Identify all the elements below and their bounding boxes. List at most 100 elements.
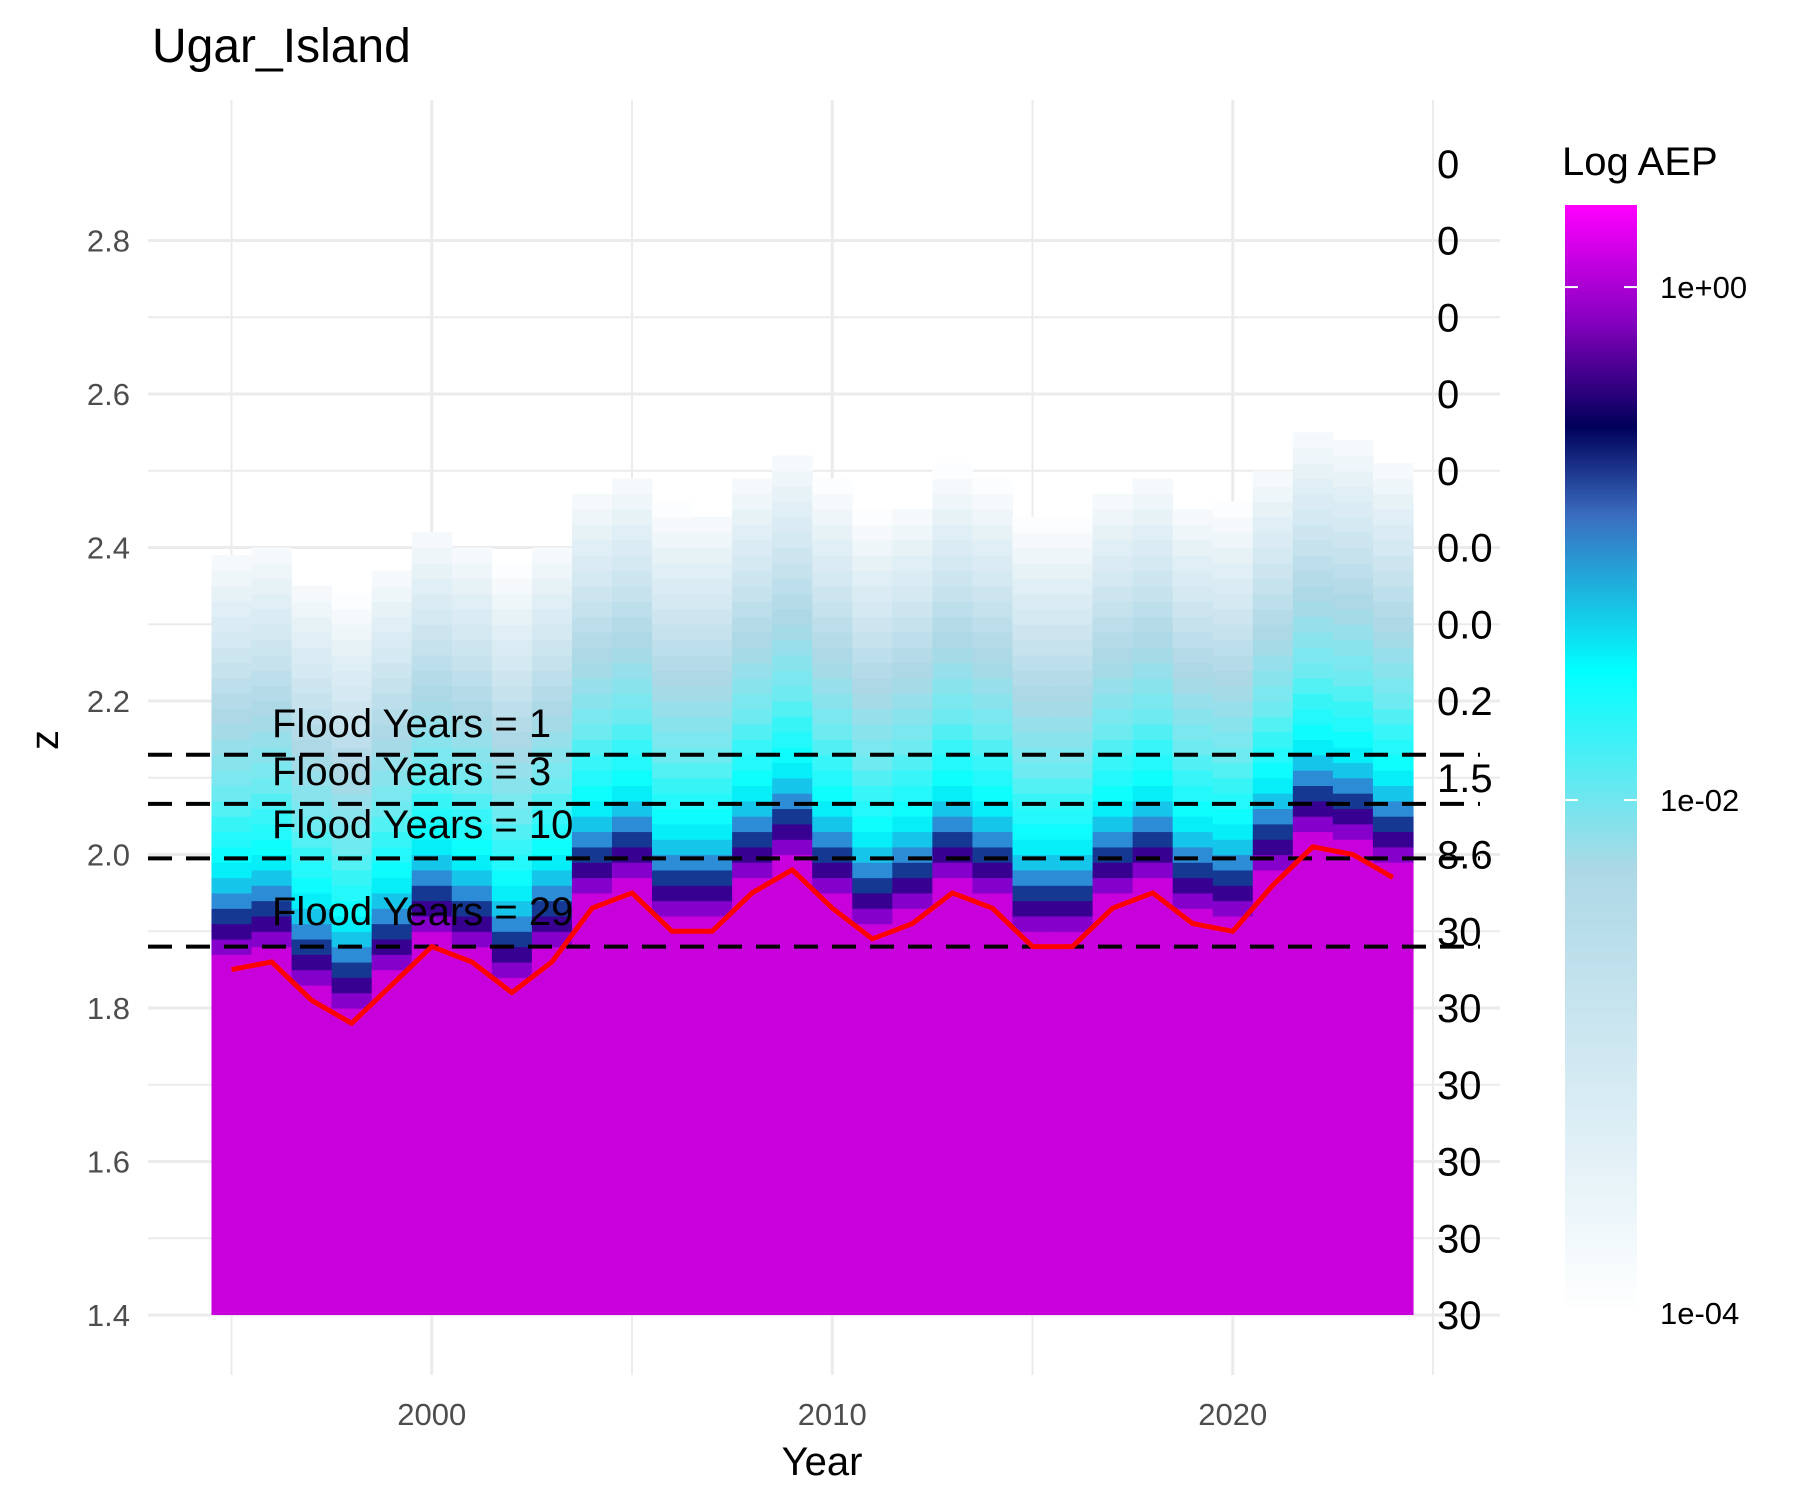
heatmap-cell <box>1132 693 1174 710</box>
heatmap-cell <box>371 908 413 925</box>
heatmap-cell <box>1052 777 1094 794</box>
heatmap-cell <box>852 954 893 1315</box>
heatmap-cell <box>772 639 813 656</box>
heatmap-cell <box>1332 670 1374 687</box>
heatmap-cell <box>1012 608 1054 625</box>
heatmap-cell <box>972 478 1014 495</box>
heatmap-cell <box>772 470 813 487</box>
heatmap-cell <box>772 747 813 763</box>
heatmap-cell <box>611 555 653 572</box>
heatmap-cell <box>852 693 893 710</box>
heatmap-cell <box>251 654 293 671</box>
heatmap-cell <box>1372 846 1414 863</box>
heatmap-cell <box>1332 654 1374 671</box>
heatmap-cell <box>211 877 253 894</box>
heatmap-cell <box>211 785 253 802</box>
heatmap-cell <box>1012 808 1054 825</box>
heatmap-cell <box>892 908 933 925</box>
heatmap-cell <box>1092 601 1134 618</box>
heatmap-cell <box>291 770 333 787</box>
heatmap-cell <box>211 984 253 1315</box>
heatmap-cell <box>211 585 253 602</box>
heatmap-cell <box>331 869 373 886</box>
heatmap-cell <box>411 762 453 779</box>
heatmap-cell <box>291 616 333 633</box>
heatmap-cell <box>972 708 1014 725</box>
heatmap-cell <box>1092 662 1134 679</box>
heatmap-cell <box>732 785 773 802</box>
heatmap-cell <box>652 532 693 549</box>
heatmap-cell <box>1012 839 1054 856</box>
heatmap-cell <box>1092 846 1134 863</box>
heatmap-cell <box>1332 486 1374 503</box>
heatmap-cell <box>652 839 693 856</box>
heatmap-cell <box>211 862 253 879</box>
heatmap-cell <box>571 555 613 572</box>
heatmap-cell <box>251 777 293 794</box>
heatmap-cell <box>1172 816 1214 833</box>
heatmap-cell <box>1252 839 1294 856</box>
heatmap-cell <box>531 808 573 825</box>
heatmap-cell <box>772 808 813 825</box>
heatmap-cell <box>1252 654 1294 671</box>
x-axis-title: Year <box>782 1440 863 1484</box>
right-axis-label: 0 <box>1437 220 1459 264</box>
heatmap-cell <box>852 785 893 802</box>
heatmap-cell <box>571 493 613 510</box>
heatmap-cell <box>892 877 933 894</box>
heatmap-cell <box>1132 616 1174 633</box>
heatmap-cell <box>812 524 853 541</box>
heatmap-cell <box>611 739 653 756</box>
heatmap-cell <box>652 593 693 610</box>
heatmap-cell <box>1012 685 1054 702</box>
heatmap-cell <box>1052 762 1094 779</box>
heatmap-cell <box>772 532 813 549</box>
heatmap-cell <box>652 547 693 564</box>
heatmap-cell <box>571 754 613 771</box>
heatmap-cell <box>1332 869 1374 1315</box>
heatmap-cell <box>812 877 853 894</box>
heatmap-cell <box>1092 739 1134 756</box>
heatmap-cell <box>251 608 293 625</box>
heatmap-cell <box>531 885 573 902</box>
heatmap-cell <box>852 524 893 541</box>
heatmap-cell <box>571 570 613 587</box>
heatmap-cell <box>411 532 453 549</box>
heatmap-cell <box>892 770 933 787</box>
heatmap-cell <box>491 900 533 917</box>
heatmap-cell <box>972 570 1014 587</box>
heatmap-cell <box>371 693 413 710</box>
heatmap-cell <box>1012 654 1054 671</box>
heatmap-cell <box>1332 516 1374 533</box>
heatmap-cell <box>732 539 773 556</box>
right-axis-label: 30 <box>1437 1141 1482 1185</box>
flood-years-label: Flood Years = 29 <box>272 890 573 934</box>
heatmap-cell <box>972 923 1014 1315</box>
heatmap-cell <box>812 908 853 925</box>
right-axis-label: 0 <box>1437 450 1459 494</box>
heatmap-cell <box>1092 493 1134 510</box>
heatmap <box>211 432 1414 1315</box>
heatmap-cell <box>451 578 493 595</box>
heatmap-cell <box>932 539 974 556</box>
heatmap-cell <box>932 754 974 771</box>
heatmap-cell <box>1132 478 1174 495</box>
heatmap-cell <box>611 708 653 725</box>
heatmap-cell <box>972 693 1014 710</box>
heatmap-cell <box>291 631 333 648</box>
heatmap-cell <box>652 578 693 595</box>
heatmap-cell <box>732 754 773 771</box>
heatmap-cell <box>1212 731 1254 748</box>
heatmap-cell <box>1172 785 1214 802</box>
heatmap-cell <box>892 570 933 587</box>
heatmap-cell <box>211 724 253 740</box>
heatmap-cell <box>772 685 813 702</box>
heatmap-cell <box>1212 608 1254 625</box>
heatmap-cell <box>692 685 733 702</box>
heatmap-cell <box>451 593 493 610</box>
heatmap-cell <box>1372 647 1414 664</box>
heatmap-cell <box>692 900 733 917</box>
heatmap-cell <box>812 770 853 787</box>
heatmap-cell <box>1332 808 1374 825</box>
heatmap-cell <box>1212 839 1254 856</box>
